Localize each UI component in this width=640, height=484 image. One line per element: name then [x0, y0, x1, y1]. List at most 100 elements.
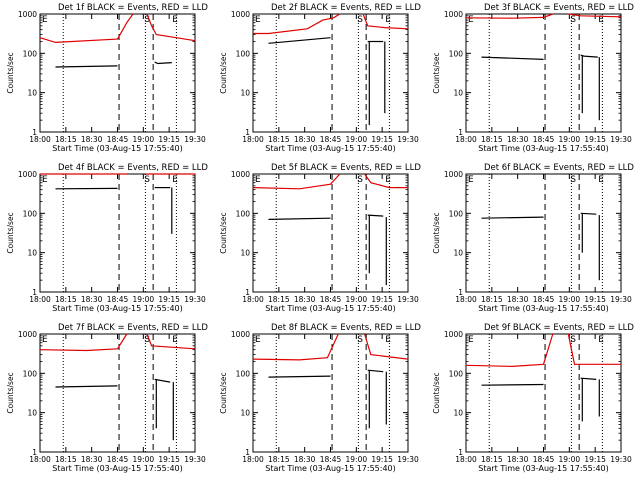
x-tick-label: 18:30: [507, 135, 529, 144]
plot-frame: [40, 334, 195, 452]
x-tick-label: 19:00: [346, 135, 368, 144]
event-marker-label: E: [468, 335, 474, 345]
y-tick-label: 100: [236, 209, 251, 218]
event-marker-label: S: [357, 335, 363, 345]
chart-title: Det 8f BLACK = Events, RED = LLD: [271, 323, 421, 333]
y-tick-label: 1000: [18, 330, 37, 339]
plot-frame: [466, 334, 621, 452]
event-marker-label: E: [468, 175, 474, 185]
y-tick-label: 10: [240, 409, 250, 418]
x-tick-label: 19:30: [397, 135, 419, 144]
events-series-segment: [482, 385, 544, 386]
x-tick-label: 18:15: [268, 455, 290, 464]
y-tick-label: 10: [27, 249, 37, 258]
chart-title: Det 3f BLACK = Events, RED = LLD: [484, 3, 634, 13]
y-tick-label: 10: [240, 249, 250, 258]
lld-series-segment: [568, 334, 621, 364]
chart-title: Det 2f BLACK = Events, RED = LLD: [271, 3, 421, 13]
events-series-segment: [368, 215, 384, 216]
x-tick-label: 18:15: [268, 135, 290, 144]
y-tick-label: 100: [449, 49, 464, 58]
y-axis-label: Counts/sec: [6, 212, 15, 253]
x-tick-label: 18:45: [533, 135, 555, 144]
lld-series-segment: [466, 14, 553, 18]
event-marker-label: E: [255, 15, 261, 25]
plot-frame: [253, 174, 408, 292]
y-tick-label: 1000: [231, 10, 250, 19]
x-tick-label: 18:15: [481, 295, 503, 304]
event-marker-label: E: [468, 15, 474, 25]
x-tick-label: 18:00: [29, 135, 51, 144]
x-tick-label: 18:00: [455, 135, 477, 144]
event-marker-label: S: [570, 335, 576, 345]
plot-frame: [466, 174, 621, 292]
x-tick-label: 19:30: [610, 295, 632, 304]
event-marker-label: S: [357, 175, 363, 185]
x-tick-label: 19:30: [397, 295, 419, 304]
events-series-segment: [269, 376, 331, 377]
x-tick-label: 18:00: [455, 295, 477, 304]
x-axis-label: Start Time (03-Aug-15 17:55:40): [478, 304, 609, 313]
chart-panel-8: Det 8f BLACK = Events, RED = LLD11010010…: [219, 323, 421, 473]
y-tick-label: 1000: [444, 330, 463, 339]
x-tick-label: 19:15: [584, 295, 606, 304]
y-tick-label: 1000: [444, 170, 463, 179]
events-series-segment: [368, 370, 384, 372]
x-tick-label: 18:00: [242, 455, 264, 464]
y-tick-label: 100: [449, 209, 464, 218]
x-tick-label: 18:15: [268, 295, 290, 304]
chart-title: Det 6f BLACK = Events, RED = LLD: [484, 163, 634, 173]
x-tick-label: 19:15: [371, 455, 393, 464]
chart-panel-3: Det 3f BLACK = Events, RED = LLD11010010…: [432, 3, 634, 153]
x-tick-label: 19:15: [158, 455, 180, 464]
x-tick-label: 18:00: [455, 455, 477, 464]
y-tick-label: 10: [27, 409, 37, 418]
x-tick-label: 19:30: [397, 455, 419, 464]
y-tick-label: 10: [453, 409, 463, 418]
y-tick-label: 100: [23, 209, 38, 218]
chart-title: Det 7f BLACK = Events, RED = LLD: [58, 323, 208, 333]
event-marker-label: E: [385, 335, 391, 345]
x-tick-label: 18:30: [294, 295, 316, 304]
x-tick-label: 18:30: [294, 135, 316, 144]
lld-series-segment: [466, 334, 553, 366]
event-marker-label: S: [570, 15, 576, 25]
event-marker-label: S: [144, 175, 150, 185]
y-axis-label: Counts/sec: [432, 212, 441, 253]
event-marker-label: E: [598, 175, 604, 185]
lld-series-segment: [253, 334, 338, 360]
x-tick-label: 18:00: [29, 455, 51, 464]
x-tick-label: 19:00: [346, 295, 368, 304]
y-axis-label: Counts/sec: [219, 212, 228, 253]
x-tick-label: 18:45: [107, 455, 129, 464]
x-tick-label: 19:00: [133, 295, 155, 304]
x-tick-label: 18:45: [107, 135, 129, 144]
x-tick-label: 18:45: [533, 295, 555, 304]
x-axis-label: Start Time (03-Aug-15 17:55:40): [52, 304, 183, 313]
events-series-segment: [56, 386, 118, 387]
events-series-segment: [482, 57, 544, 59]
x-tick-label: 18:15: [481, 455, 503, 464]
x-tick-label: 19:30: [184, 295, 206, 304]
x-tick-label: 18:30: [507, 295, 529, 304]
y-axis-label: Counts/sec: [6, 52, 15, 93]
y-tick-label: 100: [23, 49, 38, 58]
event-marker-label: E: [42, 15, 48, 25]
chart-panel-7: Det 7f BLACK = Events, RED = LLD11010010…: [6, 323, 208, 473]
plot-frame: [40, 14, 195, 132]
x-tick-label: 18:45: [107, 295, 129, 304]
x-tick-label: 19:30: [610, 455, 632, 464]
x-tick-label: 18:30: [294, 455, 316, 464]
x-axis-label: Start Time (03-Aug-15 17:55:40): [265, 144, 396, 153]
event-marker-label: E: [172, 15, 178, 25]
chart-title: Det 5f BLACK = Events, RED = LLD: [271, 163, 421, 173]
x-tick-label: 19:15: [158, 135, 180, 144]
x-tick-label: 18:15: [55, 295, 77, 304]
x-tick-label: 19:00: [559, 295, 581, 304]
event-marker-label: E: [255, 335, 261, 345]
x-tick-label: 19:30: [184, 135, 206, 144]
y-tick-label: 100: [449, 369, 464, 378]
event-marker-label: E: [42, 335, 48, 345]
y-tick-label: 1000: [18, 170, 37, 179]
